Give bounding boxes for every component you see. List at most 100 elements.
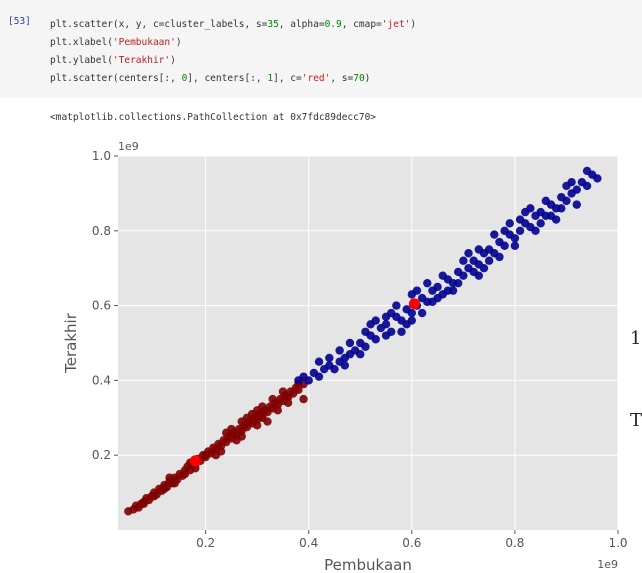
scatter-point bbox=[381, 312, 391, 322]
x-tick-label: 0.6 bbox=[402, 536, 421, 550]
scatter-point bbox=[340, 361, 350, 370]
scatter-point bbox=[165, 473, 174, 482]
scatter-point bbox=[268, 394, 277, 404]
scatter-point bbox=[314, 357, 324, 366]
scatter-point bbox=[361, 327, 370, 336]
scatter-point bbox=[407, 316, 417, 325]
x-tick-label: 0.4 bbox=[299, 536, 318, 550]
code-editor[interactable]: plt.scatter(x, y, c=cluster_labels, s=35… bbox=[50, 16, 416, 88]
code-token: ], centers[:, bbox=[187, 73, 268, 84]
scatter-point bbox=[252, 406, 262, 415]
y-axis-label: Terakhir bbox=[62, 312, 80, 374]
scatter-point bbox=[433, 282, 442, 292]
scatter-point bbox=[278, 387, 288, 396]
output-text: <matplotlib.collections.PathCollection a… bbox=[50, 112, 377, 123]
code-token: ) bbox=[364, 73, 371, 84]
scatter-point bbox=[515, 226, 525, 235]
side-text-fragment: 1 bbox=[630, 328, 642, 349]
code-line: plt.xlabel('Pembukaan') bbox=[50, 37, 182, 48]
scatter-point bbox=[330, 364, 339, 374]
scatter-point bbox=[273, 406, 282, 415]
code-token: 35 bbox=[267, 19, 279, 30]
scatter-point bbox=[361, 342, 370, 351]
scatter-point bbox=[371, 335, 380, 344]
code-cell[interactable]: [53] plt.scatter(x, y, c=cluster_labels,… bbox=[0, 0, 642, 98]
scatter-point bbox=[304, 376, 313, 385]
x-tick-label: 0.2 bbox=[196, 536, 215, 550]
code-token: 0.9 bbox=[324, 19, 342, 30]
x-tick-label: 0.8 bbox=[505, 536, 524, 550]
scatter-point bbox=[557, 204, 566, 213]
scatter-point bbox=[258, 413, 267, 422]
side-text-fragment: T bbox=[630, 410, 642, 431]
scatter-point bbox=[484, 256, 494, 265]
code-token: plt.xlabel( bbox=[50, 37, 113, 48]
scatter-point bbox=[299, 394, 308, 404]
scatter-point bbox=[500, 226, 509, 235]
code-token: , alpha= bbox=[278, 19, 325, 30]
scatter-point bbox=[515, 215, 525, 224]
code-token: ) bbox=[170, 55, 176, 66]
scatter-point bbox=[505, 219, 514, 228]
scatter-point bbox=[536, 219, 545, 228]
code-token: plt.scatter(x, y, c=cluster_labels, s= bbox=[50, 19, 268, 30]
scatter-point bbox=[490, 230, 499, 239]
scatter-point bbox=[180, 469, 190, 479]
code-token: ) bbox=[175, 37, 182, 48]
scatter-point bbox=[242, 413, 252, 422]
code-token: 'Pembukaan' bbox=[112, 37, 176, 48]
scatter-point bbox=[459, 271, 468, 280]
x-tick-label: 1.0 bbox=[608, 536, 627, 550]
y-tick-label: 0.8 bbox=[92, 224, 111, 238]
code-token: , cmap= bbox=[341, 19, 382, 30]
scatter-point bbox=[582, 181, 592, 191]
scatter-point bbox=[191, 464, 200, 473]
scatter-point bbox=[459, 256, 468, 265]
scatter-point bbox=[593, 174, 602, 183]
scatter-point bbox=[237, 432, 246, 441]
scatter-point bbox=[454, 278, 463, 288]
scatter-point bbox=[526, 204, 535, 213]
code-token: , s= bbox=[330, 73, 354, 84]
scatter-point bbox=[423, 278, 432, 288]
scatter-point bbox=[371, 316, 380, 325]
scatter-point bbox=[345, 338, 355, 348]
scatter-point bbox=[407, 308, 417, 318]
scatter-point bbox=[252, 421, 262, 430]
scatter-point bbox=[381, 331, 391, 340]
y-offset-label: 1e9 bbox=[118, 140, 139, 153]
code-line: plt.scatter(centers[:, 0], centers[:, 1]… bbox=[50, 73, 370, 84]
scatter-point bbox=[474, 245, 484, 254]
code-token: 'jet' bbox=[381, 19, 411, 30]
x-offset-label: 1e9 bbox=[597, 558, 618, 571]
y-tick-label: 1.0 bbox=[92, 149, 111, 163]
code-token: 70 bbox=[353, 73, 365, 84]
scatter-point bbox=[314, 372, 324, 381]
scatter-point bbox=[211, 451, 221, 460]
scatter-point bbox=[412, 286, 422, 295]
code-token: ], c= bbox=[273, 73, 302, 84]
scatter-point bbox=[479, 264, 489, 273]
scatter-point bbox=[572, 200, 581, 209]
scatter-point bbox=[139, 499, 148, 509]
scatter-point bbox=[510, 234, 520, 243]
scatter-point bbox=[149, 492, 159, 501]
scatter-point bbox=[500, 241, 509, 250]
x-axis-label: Pembukaan bbox=[324, 556, 412, 573]
code-token: 1 bbox=[267, 73, 274, 84]
y-tick-label: 0.4 bbox=[92, 373, 111, 387]
scatter-point bbox=[495, 252, 504, 262]
scatter-point bbox=[531, 226, 540, 235]
code-line: plt.ylabel('Terakhir') bbox=[50, 55, 176, 66]
scatter-point bbox=[381, 320, 391, 329]
scatter-point bbox=[283, 398, 293, 408]
scatter-point bbox=[201, 451, 210, 460]
cluster-center-point bbox=[408, 298, 420, 310]
scatter-point bbox=[572, 185, 581, 194]
scatter-point bbox=[464, 249, 473, 258]
scatter-point bbox=[510, 241, 520, 250]
scatter-point bbox=[541, 196, 551, 206]
scatter-point bbox=[356, 350, 365, 359]
scatter-point bbox=[433, 293, 442, 303]
